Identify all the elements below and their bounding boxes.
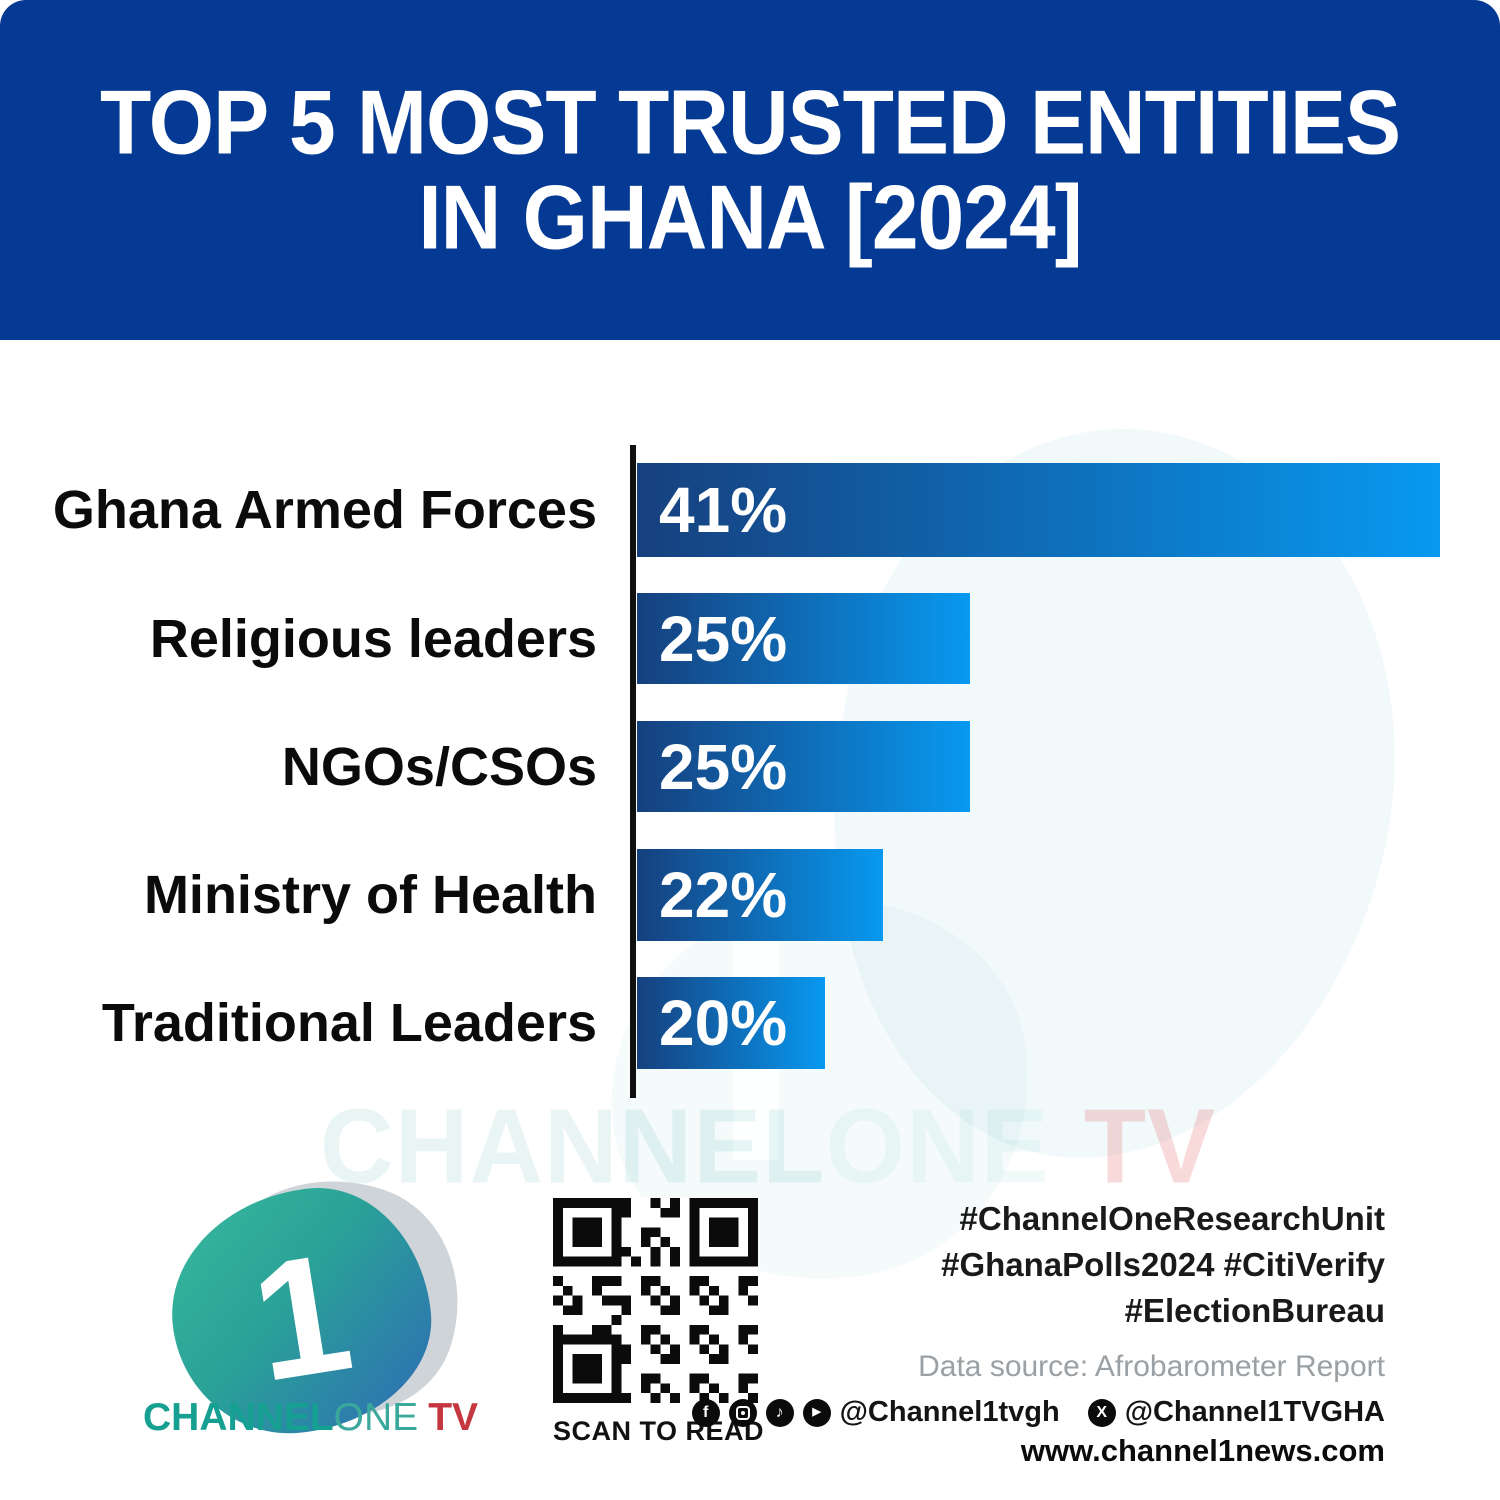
instagram-icon: [728, 1398, 757, 1427]
logo-text-channel: CHANNEL: [143, 1396, 334, 1439]
logo-text-tv: TV: [428, 1396, 479, 1439]
watermark-one: ONE: [825, 1087, 1050, 1206]
chart-axis-line: [630, 445, 636, 1098]
youtube-icon: ▶: [802, 1398, 831, 1427]
hashtag-line-2: #GhanaPolls2024 #CitiVerify: [941, 1246, 1385, 1283]
value-label: 25%: [659, 602, 788, 675]
social-row: f ♪ ▶ @Channel1tvgh X @Channel1TVGHA: [691, 1396, 1385, 1429]
logo-numeral-1: 1: [241, 1216, 363, 1418]
qr-code: [553, 1198, 758, 1403]
social-handle-x: @Channel1TVGHA: [1124, 1396, 1385, 1428]
hashtag-line-1: #ChannelOneResearchUnit: [959, 1200, 1385, 1237]
facebook-icon: f: [691, 1398, 720, 1427]
footer-right-column: #ChannelOneResearchUnit #GhanaPolls2024 …: [691, 1196, 1385, 1469]
bar-religious-leaders: 25%: [637, 593, 970, 684]
social-handle-primary: @Channel1tvgh: [839, 1396, 1060, 1428]
x-icon: X: [1087, 1398, 1116, 1427]
value-label: 22%: [659, 859, 788, 931]
category-label: Ghana Armed Forces: [52, 480, 597, 540]
bar-ngos-csos: 25%: [637, 721, 970, 812]
data-source-note: Data source: Afrobarometer Report: [918, 1350, 1385, 1383]
value-label: 41%: [659, 474, 788, 546]
category-label: Traditional Leaders: [101, 993, 597, 1053]
page-title-line2: IN GHANA [2024]: [418, 166, 1082, 268]
qr-code-block: SCAN TO READ: [553, 1198, 765, 1447]
header-banner: TOP 5 MOST TRUSTED ENTITIES IN GHANA [20…: [0, 0, 1500, 340]
category-label: Ministry of Health: [143, 865, 597, 925]
channel-one-logo: 1 CHANNELONE TV: [143, 1147, 491, 1450]
logo-wordmark: CHANNELONE TV: [143, 1396, 478, 1440]
category-label: Religious leaders: [149, 608, 597, 669]
logo-text-one: ONE: [333, 1396, 419, 1439]
website-url: www.channel1news.com: [1020, 1433, 1385, 1468]
watermark-tv: TV: [1083, 1087, 1217, 1206]
watermark-text: CHANNELONE TV: [320, 1086, 1216, 1208]
watermark-channel: CHANNEL: [320, 1087, 826, 1206]
bar-traditional-leaders: 20%: [637, 977, 825, 1069]
page-title-line1: TOP 5 MOST TRUSTED ENTITIES: [99, 71, 1401, 173]
hashtag-line-3: #ElectionBureau: [1124, 1292, 1385, 1329]
tiktok-icon: ♪: [765, 1398, 794, 1427]
qr-caption: SCAN TO READ: [553, 1416, 765, 1446]
value-label: 25%: [659, 730, 788, 803]
bar-ministry-of-health: 22%: [637, 849, 883, 941]
category-label: NGOs/CSOs: [281, 736, 597, 797]
bar-ghana-armed-forces: 41%: [637, 463, 1440, 557]
value-label: 20%: [659, 987, 788, 1059]
